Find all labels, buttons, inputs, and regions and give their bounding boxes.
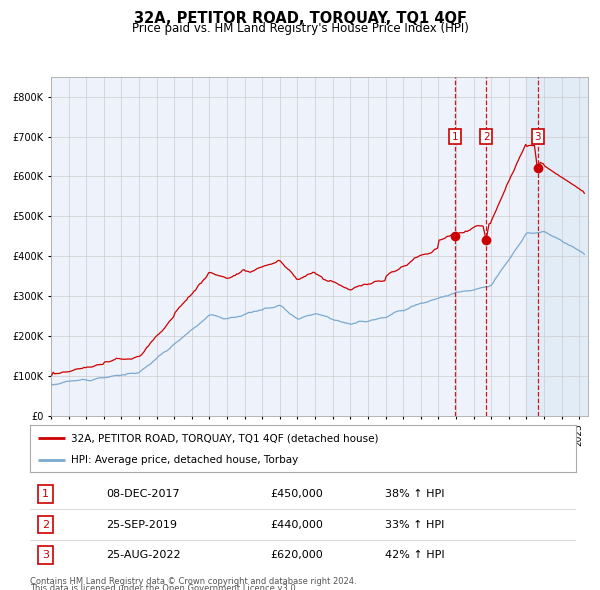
Text: Contains HM Land Registry data © Crown copyright and database right 2024.: Contains HM Land Registry data © Crown c…	[30, 577, 356, 586]
Text: Price paid vs. HM Land Registry's House Price Index (HPI): Price paid vs. HM Land Registry's House …	[131, 22, 469, 35]
Text: This data is licensed under the Open Government Licence v3.0.: This data is licensed under the Open Gov…	[30, 584, 298, 590]
Text: 1: 1	[42, 489, 49, 499]
Text: 3: 3	[42, 550, 49, 560]
Text: 32A, PETITOR ROAD, TORQUAY, TQ1 4QF: 32A, PETITOR ROAD, TORQUAY, TQ1 4QF	[133, 11, 467, 25]
Text: 33% ↑ HPI: 33% ↑ HPI	[385, 520, 444, 529]
Text: £440,000: £440,000	[270, 520, 323, 529]
Text: 38% ↑ HPI: 38% ↑ HPI	[385, 489, 445, 499]
Bar	[526, 77, 588, 416]
Text: 2: 2	[42, 520, 49, 529]
Text: £620,000: £620,000	[270, 550, 323, 560]
Text: 25-SEP-2019: 25-SEP-2019	[106, 520, 178, 529]
Text: 1: 1	[452, 132, 458, 142]
Text: 2: 2	[483, 132, 490, 142]
Text: HPI: Average price, detached house, Torbay: HPI: Average price, detached house, Torb…	[71, 455, 298, 465]
Text: 32A, PETITOR ROAD, TORQUAY, TQ1 4QF (detached house): 32A, PETITOR ROAD, TORQUAY, TQ1 4QF (det…	[71, 433, 379, 443]
Text: £450,000: £450,000	[270, 489, 323, 499]
Text: 08-DEC-2017: 08-DEC-2017	[106, 489, 180, 499]
Text: 25-AUG-2022: 25-AUG-2022	[106, 550, 181, 560]
Text: 42% ↑ HPI: 42% ↑ HPI	[385, 550, 445, 560]
Text: 3: 3	[535, 132, 541, 142]
